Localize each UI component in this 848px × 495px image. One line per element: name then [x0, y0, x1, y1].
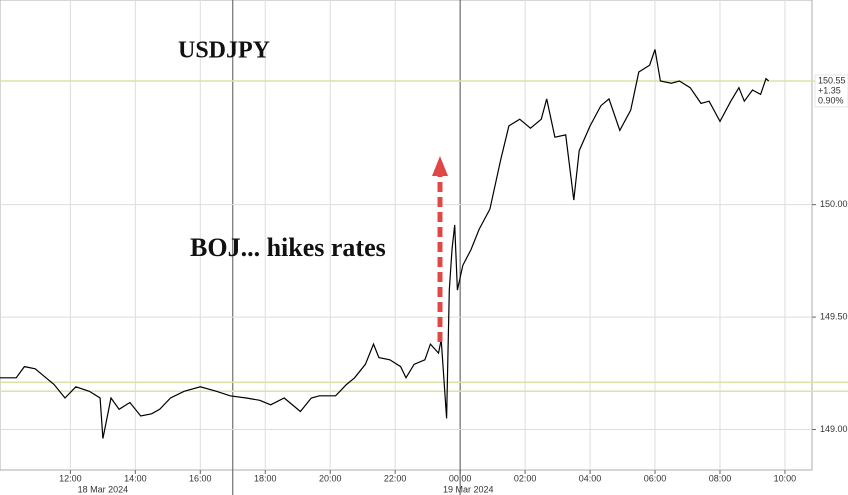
last-label: +1.35	[818, 85, 841, 95]
x-tick-label: 14:00	[124, 473, 147, 483]
plot-frame	[0, 0, 813, 471]
x-tick-label: 22:00	[384, 473, 407, 483]
arrow	[432, 156, 448, 342]
date-label: 19 Mar 2024	[443, 484, 494, 494]
y-tick-label: 150.00	[820, 199, 848, 209]
chart-title: USDJPY	[178, 38, 270, 64]
y-tick-label: 149.00	[820, 424, 848, 434]
last-label-box	[814, 74, 848, 108]
x-tick-label: 20:00	[319, 473, 342, 483]
x-tick-label: 04:00	[579, 473, 602, 483]
last-label: 0.90%	[818, 95, 844, 105]
x-tick-label: 16:00	[189, 473, 212, 483]
date-label: 18 Mar 2024	[78, 484, 129, 494]
x-tick-label: 02:00	[514, 473, 537, 483]
x-tick-label: 06:00	[644, 473, 667, 483]
y-tick-label: 149.50	[820, 311, 848, 321]
x-tick-label: 08:00	[709, 473, 732, 483]
last-label: 150.55	[818, 75, 846, 85]
price-line	[0, 49, 770, 439]
x-tick-label: 18:00	[254, 473, 277, 483]
annotation: BOJ... hikes rates	[190, 233, 386, 262]
x-tick-label: 12:00	[59, 473, 82, 483]
x-tick-label: 10:00	[774, 473, 797, 483]
